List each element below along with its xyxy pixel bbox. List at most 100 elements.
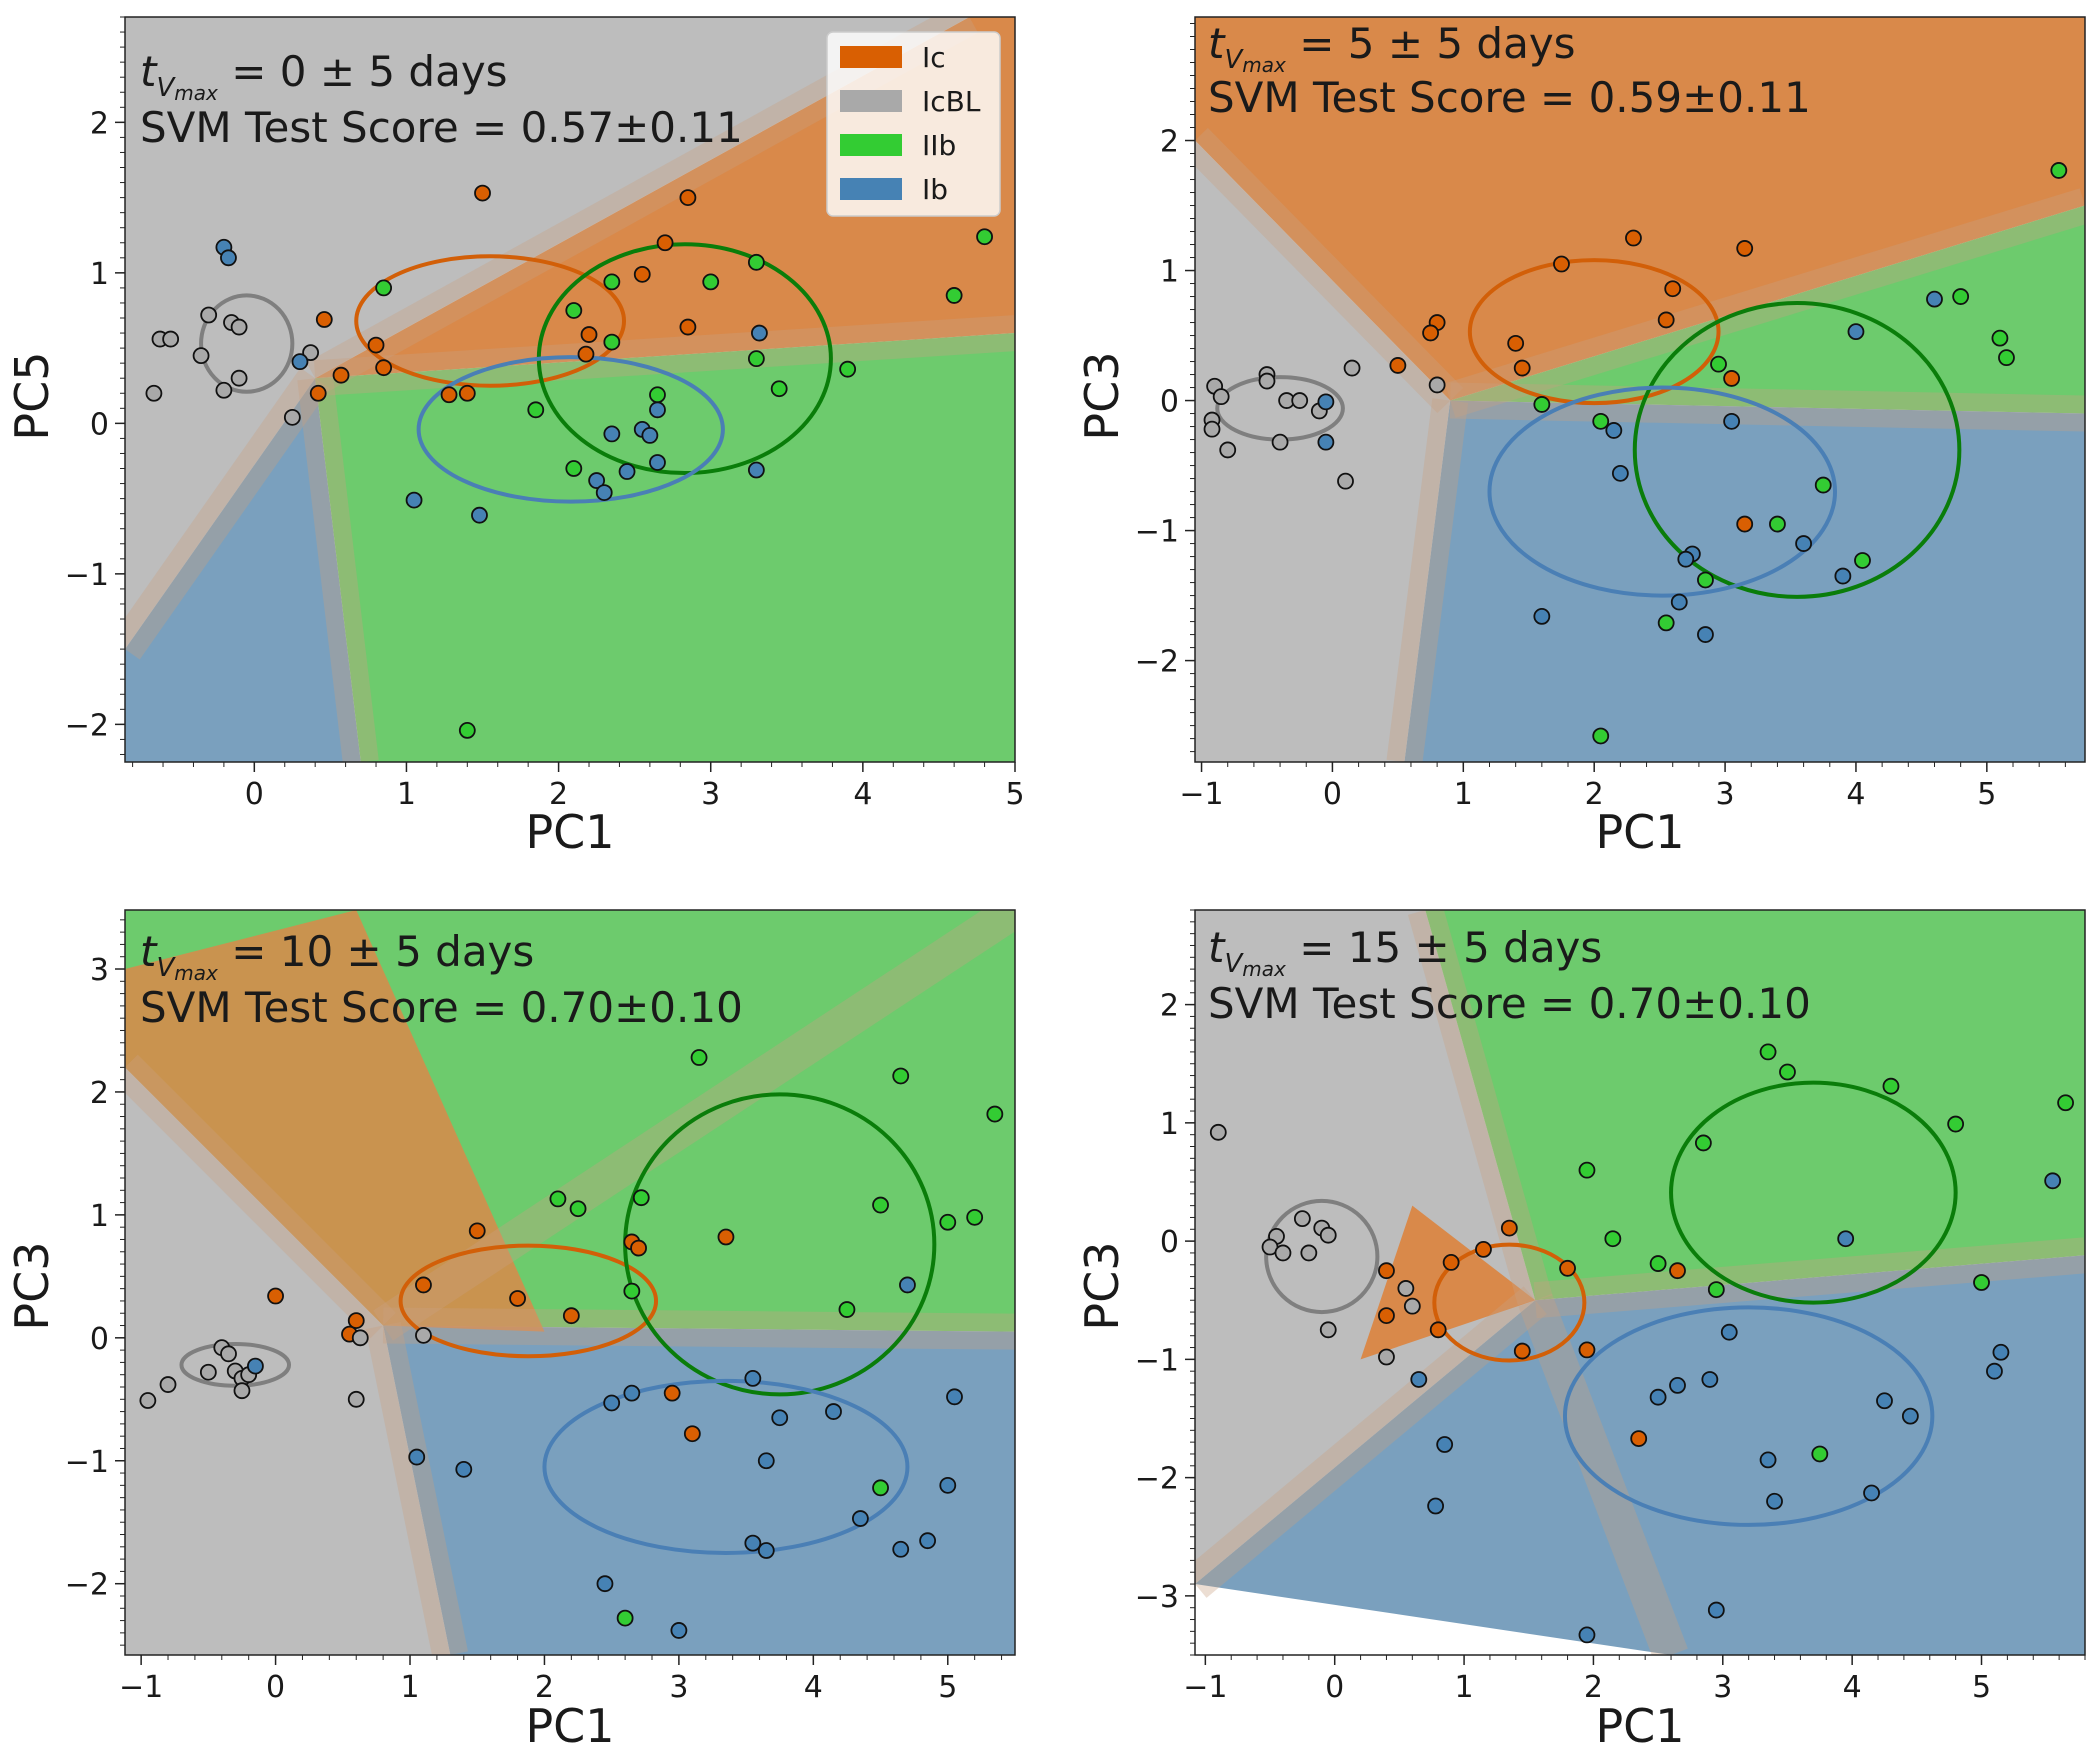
ellipse-iib [1669,1080,1958,1305]
point-ic [580,326,598,343]
point-ib [408,1448,426,1466]
point-iib [986,1105,1004,1123]
panel-3-xlabel: PC1 [525,1699,614,1753]
point-ib [851,1510,869,1527]
y-tick-label: −3 [1135,1580,1179,1615]
point-icbl [159,1376,177,1393]
point-ib [771,1409,789,1427]
point-ic [683,1425,701,1443]
panel-4: PC1 PC3 tVmax = 15 ± 5 days SVM Test Sco… [1075,909,2086,1753]
point-iib [569,1200,587,1218]
point-icbl [1337,472,1354,490]
point-ic [679,189,697,207]
x-tick-label: 4 [1846,777,1865,812]
point-icbl [233,1382,251,1400]
point-ic [1559,1259,1576,1277]
point-iib [603,333,621,351]
y-tick-label: −2 [1135,645,1179,680]
point-ic [474,184,491,202]
point-ib [1578,1626,1596,1644]
point-ib [649,401,666,419]
x-tick-label: −1 [1179,777,1223,812]
point-iib [1592,412,1610,430]
point-ic [375,359,393,377]
legend: Ic IcBL IIb Ib [826,31,1001,217]
point-ib [1317,433,1335,451]
point-ic [1378,1307,1395,1325]
point-iib [1947,1115,1965,1133]
panel-3: PC1 PC3 tVmax = 10 ± 5 days SVM Test Sco… [5,909,1016,1753]
point-iib [1952,288,1970,305]
point-icbl [1403,1297,1421,1315]
region-ib [1195,1255,2085,1655]
point-icbl [220,1345,237,1363]
y-tick-label: 0 [90,407,109,442]
y-tick-label: −2 [65,1568,109,1603]
point-ic [509,1290,526,1307]
point-iib [939,1213,957,1231]
point-ib [757,1542,775,1559]
point-iib [702,273,720,291]
point-iib [1811,1445,1829,1463]
axes-frame [1194,909,2086,1656]
point-ib [1766,1492,1783,1510]
legend-swatch-icbl [840,90,902,112]
y-tick-label: −1 [65,1445,109,1480]
ellipse-ib [1562,1305,1935,1527]
panel-2-plot-area [1195,17,2085,762]
point-ic [1578,1341,1596,1359]
point-iib [1779,1063,1796,1081]
panel-1-plot-area [125,17,1015,762]
y-tick-label: −1 [65,558,109,593]
point-iib [565,460,583,477]
point-ib [825,1403,842,1420]
point-ib [1992,1343,2010,1361]
boundary-band [365,1321,468,1655]
x-tick-label: −1 [119,1670,163,1705]
point-icbl [1209,1123,1227,1141]
point-ic [1625,229,1642,247]
boundary-band [382,1307,1015,1350]
point-icbl [1319,1226,1337,1244]
x-tick-label: 1 [1454,777,1473,812]
point-ib [1795,535,1813,552]
point-ib [2044,1172,2062,1190]
point-icbl [139,1392,157,1409]
axes-frame [124,16,1016,763]
point-icbl [200,306,218,324]
point-ib [1317,393,1335,411]
point-ic [1378,1262,1395,1280]
boundary-band [314,315,1015,397]
point-iib [616,1609,634,1627]
point-ib [1707,1601,1725,1619]
point-icbl [351,1329,369,1347]
point-iib [1707,1281,1725,1298]
panel-4-xlabel: PC1 [1595,1699,1684,1753]
point-iib [1592,727,1610,745]
point-icbl [415,1326,432,1344]
x-tick-label: −1 [1183,1670,1227,1705]
y-tick-label: −1 [1135,1343,1179,1378]
point-ib [1669,1376,1686,1394]
point-ib [1697,626,1714,643]
point-iib [690,1049,708,1066]
x-tick-label: 3 [669,1670,688,1705]
point-ic [1500,1219,1518,1237]
point-ic [630,1239,647,1257]
point-iib [770,380,788,398]
region-icbl [1195,910,1536,1655]
legend-label-icbl: IcBL [922,85,981,118]
point-ib [603,1394,621,1412]
point-ic [1657,311,1675,329]
point-iib [1759,1043,1777,1061]
x-tick-label: 4 [853,777,872,812]
point-iib [892,1067,910,1085]
point-ic [332,366,350,384]
point-ic [679,318,697,336]
point-ib [1427,1497,1445,1515]
point-ib [455,1460,473,1478]
point-icbl [1293,1210,1311,1228]
point-ib [1649,1388,1667,1406]
point-iib [603,273,621,291]
point-iib [1578,1161,1596,1179]
